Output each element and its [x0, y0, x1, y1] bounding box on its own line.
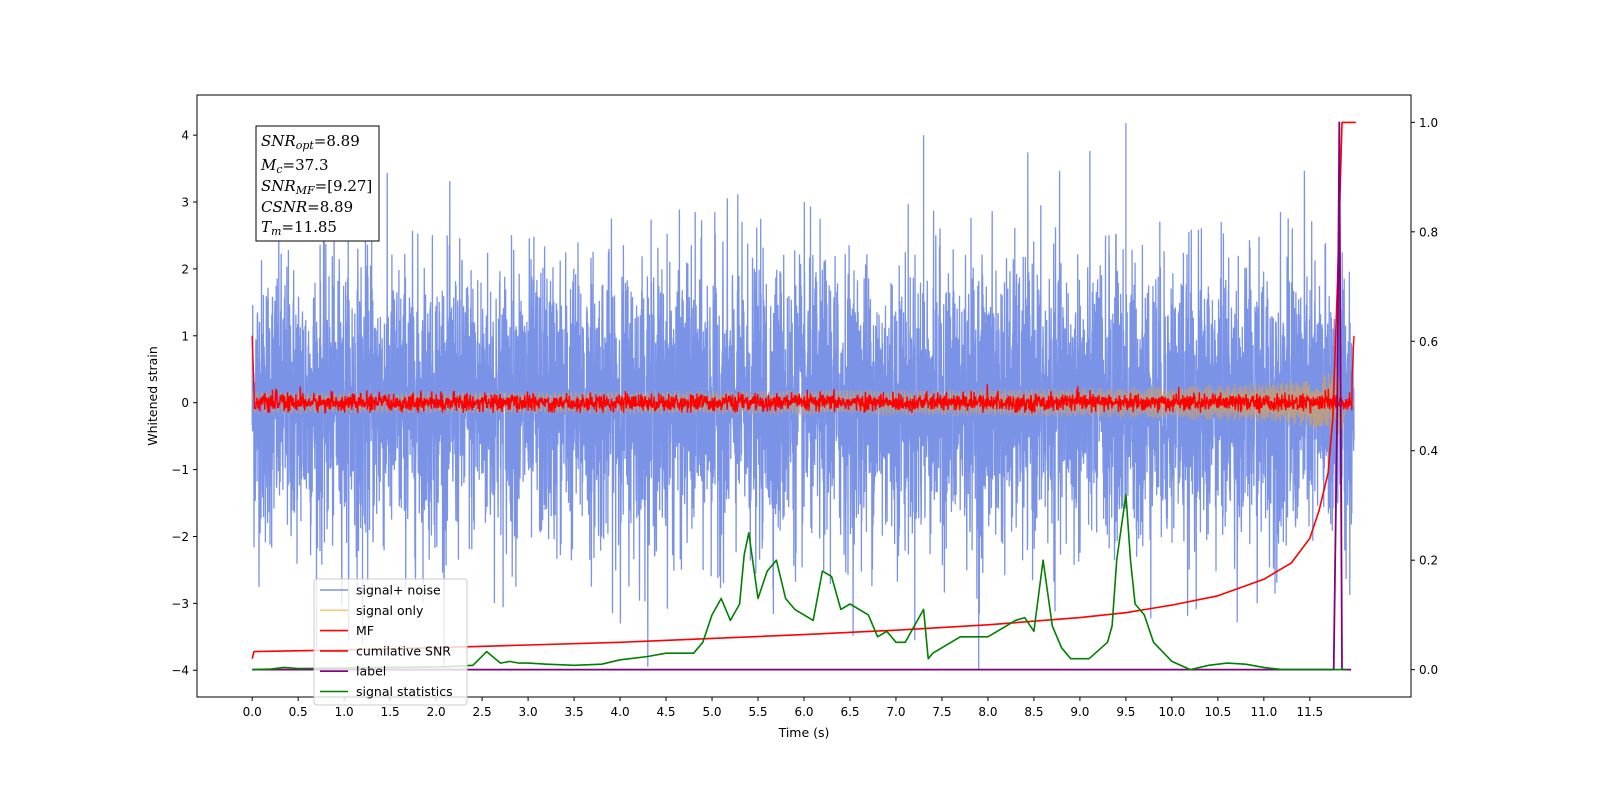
x-tick-label: 4.5	[656, 705, 675, 719]
y2-tick-label: 0.8	[1419, 225, 1438, 239]
y-tick-label: −1	[171, 463, 189, 477]
annotation-mc: Mc=37.3	[260, 156, 329, 176]
legend-label: label	[356, 664, 386, 679]
x-tick-label: 2.0	[427, 705, 446, 719]
x-tick-label: 9.5	[1116, 705, 1135, 719]
x-tick-label: 8.5	[1024, 705, 1043, 719]
y-axis-label: Whitened strain	[145, 346, 160, 445]
series-mf	[251, 335, 1355, 415]
annotation-csnr: CSNR=8.89	[261, 198, 353, 216]
legend-item: signal+ noise	[320, 583, 441, 598]
x-tick-label: 0.5	[289, 705, 308, 719]
y-tick-label: 3	[181, 196, 189, 210]
legend-label: cumilative SNR	[356, 643, 451, 658]
x-tick-label: 0.0	[243, 705, 262, 719]
y2-tick-label: 0.4	[1419, 444, 1438, 458]
legend-label: signal statistics	[356, 684, 453, 699]
legend: signal+ noise signal only MF cumilative SNR…	[313, 578, 468, 706]
y-axis-left: −4 −3 −2 −1 0 1 2 3 4	[171, 129, 197, 678]
x-tick-label: 1.0	[335, 705, 354, 719]
legend-item: cumilative SNR	[320, 643, 451, 658]
x-tick-label: 9.0	[1070, 705, 1089, 719]
x-tick-label: 6.5	[840, 705, 859, 719]
x-tick-label: 3.0	[519, 705, 538, 719]
y-tick-label: −3	[171, 597, 189, 611]
annotation-box: SNRopt=8.89 Mc=37.3 SNRMF=[9.27] CSNR=8.…	[255, 125, 380, 242]
series-cumulative-snr	[251, 121, 1356, 659]
legend-label: signal only	[356, 603, 424, 618]
y-tick-label: 2	[181, 262, 189, 276]
y-tick-label: −4	[171, 664, 189, 678]
x-tick-label: 10.5	[1205, 705, 1232, 719]
legend-item: MF	[320, 623, 374, 638]
x-axis-label: Time (s)	[778, 725, 830, 740]
y2-tick-label: 0.0	[1419, 663, 1438, 677]
annotation-snr-opt: SNRopt=8.89	[261, 132, 360, 152]
series-signal-noise	[251, 123, 1355, 671]
legend-item: signal statistics	[320, 684, 453, 699]
x-tick-label: 6.0	[794, 705, 813, 719]
x-tick-label: 3.5	[565, 705, 584, 719]
x-tick-label: 10.0	[1159, 705, 1186, 719]
legend-item: label	[320, 664, 386, 679]
y-tick-label: 0	[181, 396, 189, 410]
x-tick-label: 2.5	[473, 705, 492, 719]
y-axis-right: 0.0 0.2 0.4 0.6 0.8 1.0	[1411, 116, 1438, 677]
x-tick-label: 5.0	[702, 705, 721, 719]
y-tick-label: 1	[181, 329, 189, 343]
x-tick-label: 8.0	[978, 705, 997, 719]
x-tick-label: 1.5	[381, 705, 400, 719]
x-tick-label: 5.5	[748, 705, 767, 719]
legend-label: signal+ noise	[356, 583, 441, 598]
legend-frame	[313, 578, 468, 706]
y-tick-label: −2	[171, 530, 189, 544]
annotation-tm: Tm=11.85	[261, 218, 337, 238]
y2-tick-label: 1.0	[1419, 116, 1438, 130]
x-axis: 0.0 0.5 1.0 1.5 2.0 2.5 3.0 3.5 4.0 4.5 5.0 5.5 6.0 6…	[243, 697, 1323, 719]
legend-label: MF	[356, 623, 374, 638]
legend-item: signal only	[320, 603, 424, 618]
x-tick-label: 7.0	[886, 705, 905, 719]
y2-tick-label: 0.6	[1419, 335, 1438, 349]
series-signal-statistics	[252, 493, 1347, 671]
plot-area	[251, 121, 1356, 671]
x-tick-label: 4.0	[611, 705, 630, 719]
y2-tick-label: 0.2	[1419, 554, 1438, 568]
y-tick-label: 4	[181, 129, 189, 143]
x-tick-label: 7.5	[932, 705, 951, 719]
x-tick-label: 11.5	[1296, 705, 1323, 719]
x-tick-label: 11.0	[1250, 705, 1277, 719]
annotation-snr-mf: SNRMF=[9.27]	[261, 177, 372, 197]
